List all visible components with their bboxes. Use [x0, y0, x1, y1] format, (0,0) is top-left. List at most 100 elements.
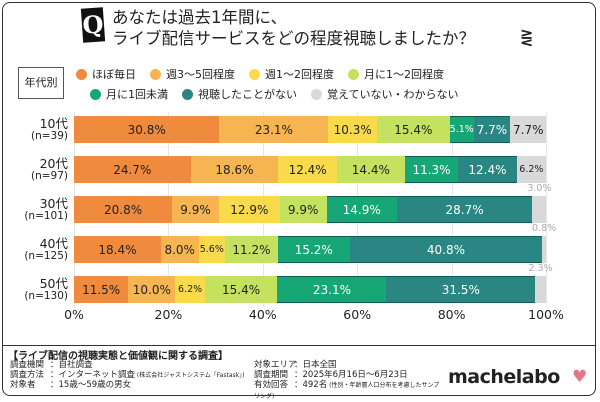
detail-value: ：492名: [294, 380, 328, 390]
data-label: 11.2%: [232, 242, 271, 257]
x-tick-label: 0%: [64, 307, 84, 322]
detail-note: (株式会社ジャストシステム「Fastask」): [135, 372, 245, 379]
bar-segment: 14.4%: [336, 156, 405, 183]
data-label: 14.9%: [342, 202, 381, 217]
data-label: 23.1%: [312, 282, 351, 297]
data-label: 9.9%: [287, 202, 319, 217]
detail-value: ：インターネット調査: [50, 370, 136, 380]
data-label: 31.5%: [441, 282, 480, 297]
data-label: 6.2%: [519, 164, 544, 175]
legend-item: 月に1回未満: [90, 86, 168, 102]
data-label: 28.7%: [445, 202, 484, 217]
sample-size-label: (n=101): [24, 210, 68, 222]
bar-segment: 5.1%: [450, 116, 474, 143]
bar-segment: 7.7%: [473, 116, 511, 143]
bar-segment: 23.1%: [219, 116, 329, 143]
title-line-1: あなたは過去1年間に、: [112, 8, 288, 27]
row-label: 20代 (n=97): [4, 157, 68, 183]
detail-key: 調査機関: [10, 360, 45, 370]
data-label: 30.8%: [127, 122, 166, 137]
bar-segment: [535, 276, 546, 303]
data-label: 40.8%: [426, 242, 465, 257]
survey-detail-row: 有効回答 ：492名 (性別・年齢層人口分布を考慮したサンプリング): [254, 380, 442, 402]
legend-item: 視聴したことがない: [182, 86, 297, 102]
detail-key: 有効回答: [254, 380, 289, 390]
bar-segment: 9.9%: [279, 196, 327, 223]
data-label: 15.4%: [394, 122, 433, 137]
detail-note: (性別・年齢層人口分布を考慮したサンプリング): [254, 382, 440, 400]
data-label: 11.3%: [412, 162, 451, 177]
x-tick-label: 20%: [154, 307, 183, 322]
detail-value: ：15歳～59歳の男女: [50, 380, 132, 390]
bar-segment: 11.2%: [225, 236, 278, 263]
data-label: 2.3%: [528, 263, 553, 274]
survey-detail-row: 対象エリア：日本全国: [254, 360, 337, 370]
bar-segment: 12.9%: [218, 196, 280, 223]
heart-logo-icon: ♥: [572, 367, 588, 387]
data-label: 10.3%: [333, 122, 372, 137]
sample-size-label: (n=39): [30, 130, 68, 142]
row-label: 30代 (n=101): [4, 197, 68, 223]
bar-segment: 7.7%: [510, 116, 547, 143]
legend-label: ほぼ毎日: [92, 68, 136, 81]
detail-key: 対象エリア: [254, 360, 297, 370]
bar-segment: 18.6%: [190, 156, 279, 183]
x-tick-label: 100%: [528, 307, 564, 322]
detail-value: ：自社調査: [50, 360, 93, 370]
data-label: 0.8%: [532, 223, 557, 234]
legend-item: 覚えていない・わからない: [311, 86, 458, 102]
detail-value: ：日本全国: [294, 360, 337, 370]
survey-detail-row: 調査機関 ：自社調査: [10, 360, 93, 370]
bar-segment: 10.0%: [128, 276, 176, 303]
x-tick-label: 60%: [343, 307, 372, 322]
sample-size-label: (n=130): [24, 290, 68, 302]
bar-segment: 40.8%: [349, 236, 543, 263]
legend-swatch: [76, 68, 87, 80]
legend-swatch: [182, 88, 193, 100]
divider: [2, 345, 596, 346]
data-label: 12.4%: [288, 162, 327, 177]
data-label: 12.9%: [230, 202, 269, 217]
data-label: 15.2%: [294, 242, 333, 257]
legend-label: 月に1～2回程度: [364, 68, 444, 81]
data-label: 10.0%: [132, 282, 171, 297]
bar-segment: 31.5%: [386, 276, 536, 303]
bar-segment: 5.6%: [198, 236, 226, 263]
group-label: 年代別: [18, 67, 64, 99]
bar-segment: 11.5%: [74, 276, 129, 303]
row-label: 10代 (n=39): [4, 117, 68, 143]
bar-segment: 6.2%: [175, 276, 205, 303]
legend-swatch: [150, 68, 161, 80]
age-group-label: 30代: [39, 196, 68, 211]
data-label: 18.6%: [215, 162, 254, 177]
age-group-label: 40代: [39, 236, 68, 251]
age-group-label: 20代: [39, 156, 68, 171]
data-label: 20.8%: [104, 202, 143, 217]
bar-segment: 18.4%: [74, 236, 161, 263]
legend-label: 月に1回未満: [106, 88, 168, 101]
bar-segment: 8.0%: [160, 236, 199, 263]
card-frame: [2, 2, 596, 396]
bar-segment: 11.3%: [404, 156, 459, 183]
age-group-label: 10代: [39, 116, 68, 131]
bar-segment: 6.2%: [516, 156, 546, 183]
row-label: 50代 (n=130): [4, 277, 68, 303]
x-tick-label: 40%: [248, 307, 277, 322]
data-label: 14.4%: [351, 162, 390, 177]
data-label: 9.9%: [180, 202, 211, 217]
legend-swatch: [311, 88, 322, 100]
bar-segment: 28.7%: [396, 196, 533, 223]
machelabo-logo: machelabo: [448, 366, 560, 388]
legend-item: 週1～2回程度: [249, 66, 334, 82]
data-label: 5.6%: [199, 244, 224, 255]
survey-detail-row: 対象者 ：15歳～59歳の男女: [10, 380, 131, 390]
legend-label: 週3～5回程度: [166, 68, 235, 81]
data-label: 23.1%: [254, 122, 293, 137]
detail-key: 対象者: [10, 380, 36, 390]
data-label: 7.7%: [476, 122, 508, 137]
data-label: 8.0%: [164, 242, 195, 257]
legend-label: 週1～2回程度: [265, 68, 334, 81]
legend-swatch: [90, 88, 101, 100]
bar-segment: [532, 196, 547, 223]
legend-label: 視聴したことがない: [198, 88, 297, 101]
